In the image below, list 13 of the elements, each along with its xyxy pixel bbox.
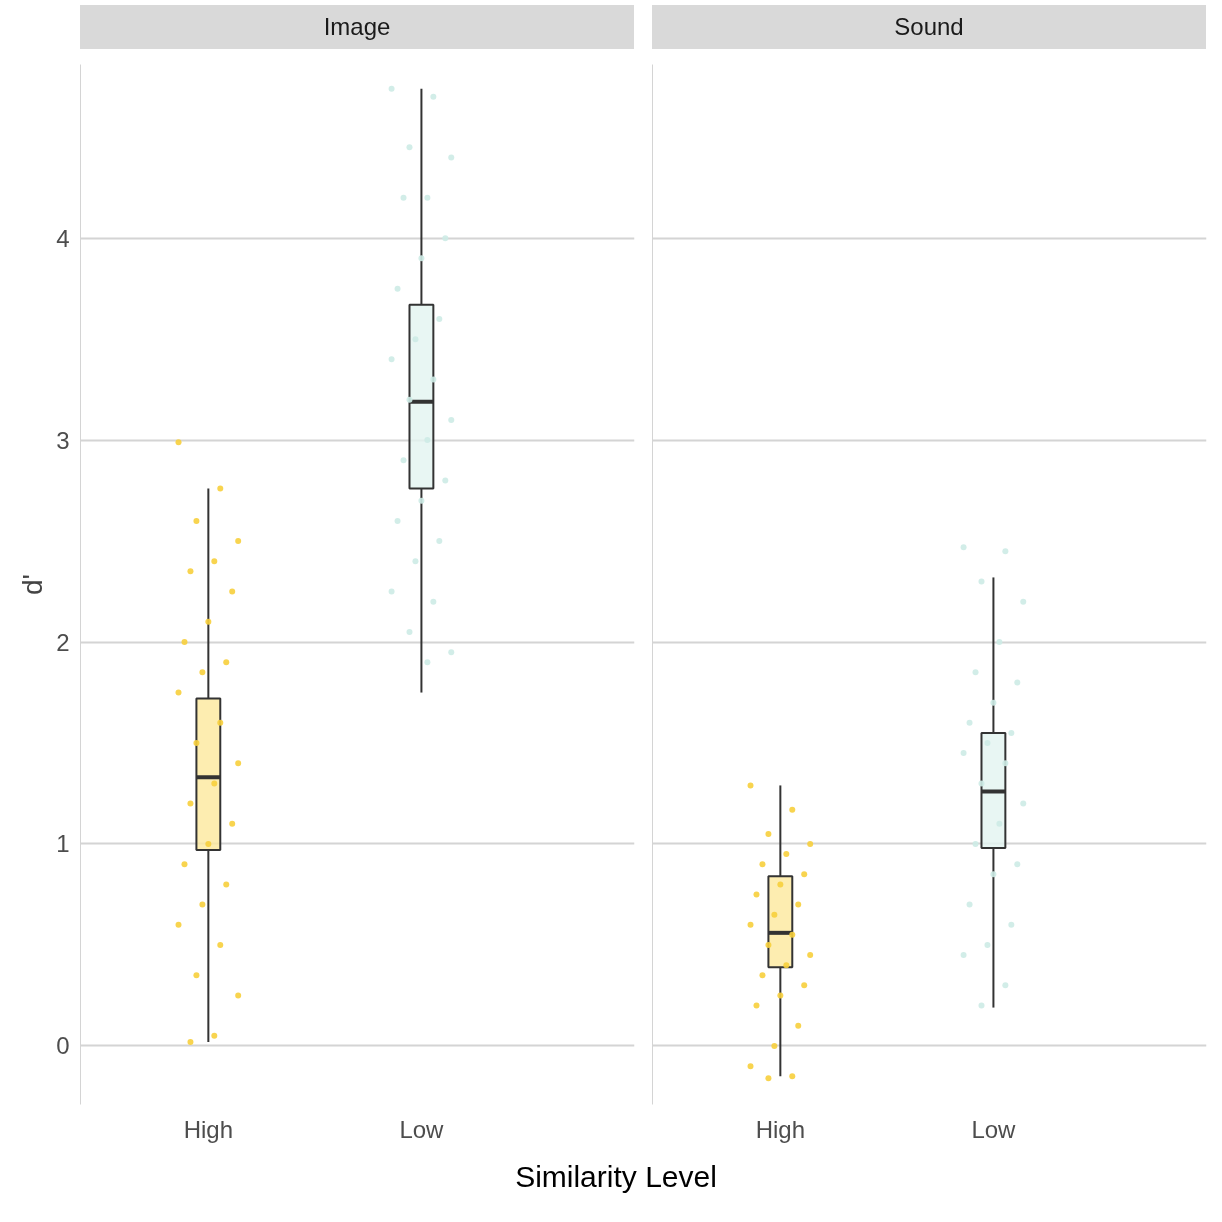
y-tick-label: 1 — [56, 830, 70, 858]
x-tick-label: Low — [399, 1115, 445, 1143]
y-tick-label: 0 — [56, 1032, 70, 1060]
x-tick-label: High — [755, 1115, 806, 1143]
y-tick-label: 2 — [56, 628, 70, 656]
x-tick-label: Low — [971, 1115, 1017, 1143]
x-axis-title: Similarity Level — [515, 1159, 717, 1195]
y-tick-label: 4 — [56, 224, 70, 252]
y-axis-title: d' — [17, 574, 49, 595]
chart-title: Sound — [894, 12, 964, 42]
chart-title: Image — [323, 12, 391, 42]
y-tick-label: 3 — [56, 426, 70, 454]
x-tick-label: High — [183, 1115, 234, 1143]
